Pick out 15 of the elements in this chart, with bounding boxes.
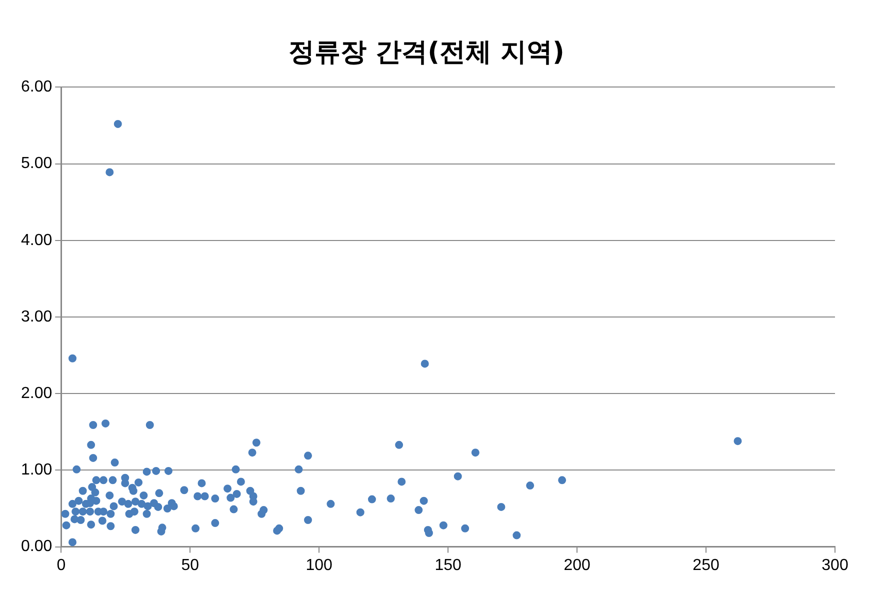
x-tick-label: 0 <box>56 556 66 574</box>
y-tick-label: 4.00 <box>21 232 52 249</box>
x-tick-label: 50 <box>181 556 200 574</box>
y-tick-label: 0.00 <box>21 538 52 556</box>
x-tick-label: 200 <box>564 556 590 574</box>
chart-title: 정류장 간격(전체 지역) <box>288 37 564 68</box>
y-tick-label: 3.00 <box>21 308 52 326</box>
x-tick-label: 100 <box>306 556 333 574</box>
x-tick-label: 250 <box>692 556 720 574</box>
y-tick-label: 1.00 <box>21 462 52 479</box>
y-tick-label: 6.00 <box>21 78 52 96</box>
x-tick-label: 300 <box>822 556 848 574</box>
y-tick-label: 5.00 <box>21 155 52 172</box>
x-tick-label: 150 <box>434 556 462 574</box>
y-tick-label: 2.00 <box>21 385 52 402</box>
